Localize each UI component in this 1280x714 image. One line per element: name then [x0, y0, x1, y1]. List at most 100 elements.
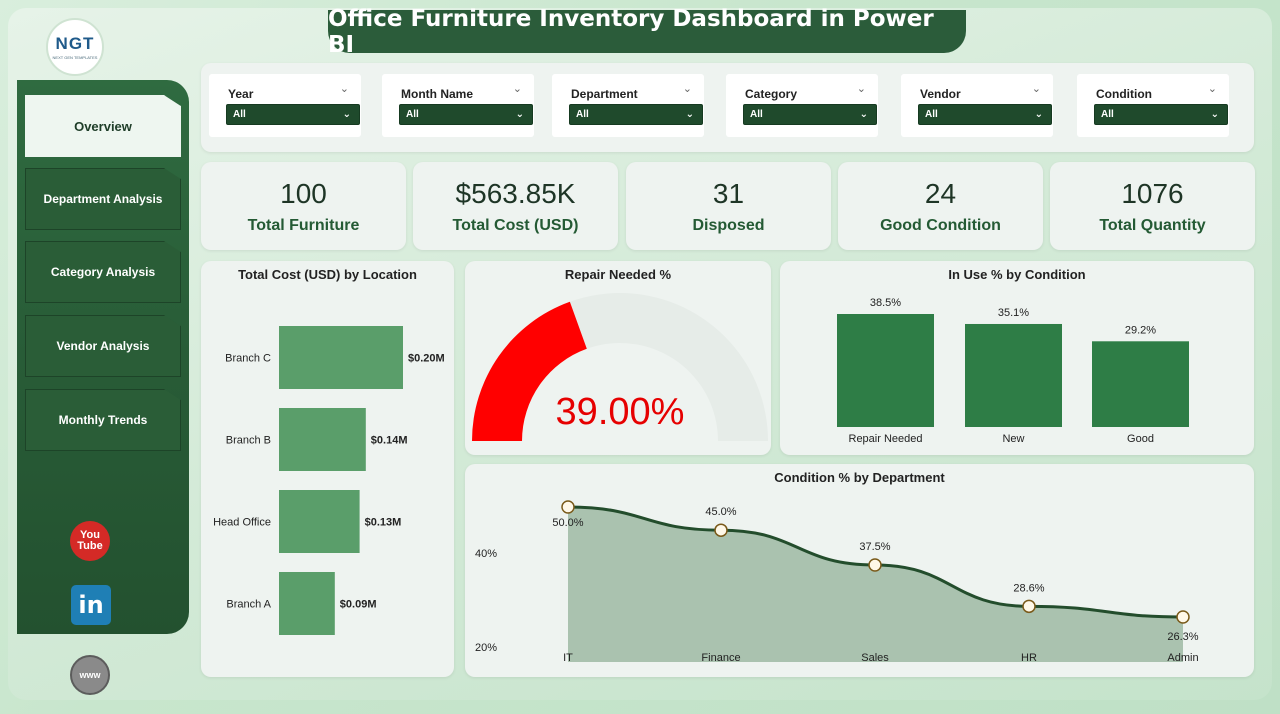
location-data-label: $0.13M — [365, 517, 402, 529]
year-slicer: Year ⌄ All ⌄ — [209, 74, 361, 137]
location-tick-label: Branch B — [226, 435, 271, 447]
location-bar — [279, 572, 335, 635]
department-dropdown[interactable]: All ⌄ — [569, 104, 703, 125]
page-title: Office Furniture Inventory Dashboard in … — [328, 5, 934, 58]
department-point — [561, 500, 575, 514]
chevron-down-icon[interactable]: ⌄ — [339, 83, 349, 95]
nav-vendor-analysis[interactable]: Vendor Analysis — [25, 315, 181, 377]
website-label: www — [79, 670, 101, 680]
condition-tick-label: Repair Needed — [849, 433, 923, 445]
month-dropdown[interactable]: All ⌄ — [399, 104, 533, 125]
slicer-label: Category — [745, 87, 798, 101]
youtube-label: You Tube — [77, 529, 103, 552]
chevron-down-icon: ⌄ — [1210, 109, 1219, 120]
kpi-disposed[interactable]: 31 Disposed — [626, 162, 831, 250]
chart-title: Total Cost (USD) by Location — [238, 267, 417, 282]
condition-dropdown[interactable]: All ⌄ — [1094, 104, 1228, 125]
kpi-value: 24 — [924, 178, 957, 209]
chevron-down-icon[interactable]: ⌄ — [856, 83, 866, 95]
nav-monthly-trends[interactable]: Monthly Trends — [25, 389, 181, 451]
in-use-condition-chart: 38.5% Repair Needed 35.1% New 29.2% Good — [837, 297, 1189, 445]
linkedin-label: in — [78, 591, 104, 619]
vendor-slicer: Vendor ⌄ All ⌄ — [901, 74, 1053, 137]
condition-dept-card: Condition % by Department 40% 20% 50.0% IT 4… — [465, 464, 1254, 677]
nav-category-analysis[interactable]: Category Analysis — [25, 241, 181, 303]
nav-overview[interactable]: Overview — [25, 95, 181, 157]
cost-by-location-card: Total Cost (USD) by Location Branch C $0.… — [201, 261, 454, 677]
location-data-label: $0.14M — [371, 435, 408, 447]
dropdown-value: All — [406, 109, 419, 120]
kpi-total-furniture[interactable]: 100 Total Furniture — [201, 162, 406, 250]
slicer-label: Department — [571, 87, 638, 101]
condition-slicer: Condition ⌄ All ⌄ — [1077, 74, 1229, 137]
chevron-down-icon[interactable]: ⌄ — [1031, 83, 1041, 95]
linkedin-icon[interactable]: in — [71, 585, 111, 625]
chevron-down-icon[interactable]: ⌄ — [682, 83, 692, 95]
filter-panel: Year ⌄ All ⌄ Month Name ⌄ All ⌄ Departme… — [201, 63, 1254, 152]
department-point — [1022, 599, 1036, 614]
department-y-tick: 20% — [475, 642, 497, 654]
condition-tick-label: New — [1002, 433, 1024, 445]
nav-department-analysis[interactable]: Department Analysis — [25, 168, 181, 230]
kpi-value: 31 — [712, 178, 745, 209]
gauge-fill — [472, 301, 587, 441]
department-tick-label: HR — [1021, 652, 1037, 664]
kpi-value: 100 — [280, 178, 327, 209]
slicer-label: Condition — [1096, 87, 1152, 101]
category-slicer: Category ⌄ All ⌄ — [726, 74, 878, 137]
cost-by-location-chart: Branch C $0.20M Branch B $0.14M Head Office $… — [213, 326, 445, 635]
kpi-good-condition[interactable]: 24 Good Condition — [838, 162, 1043, 250]
kpi-label: Total Furniture — [247, 217, 360, 234]
location-data-label: $0.09M — [340, 599, 377, 611]
condition-bar — [837, 314, 934, 427]
chart-title: In Use % by Condition — [948, 267, 1086, 282]
location-data-label: $0.20M — [408, 353, 445, 365]
department-tick-label: Sales — [861, 652, 889, 664]
department-data-label: 45.0% — [705, 506, 736, 518]
department-point — [868, 558, 882, 572]
month-slicer: Month Name ⌄ All ⌄ — [382, 74, 534, 137]
location-tick-label: Branch A — [226, 599, 271, 611]
nav-label: Monthly Trends — [58, 413, 148, 427]
kpi-value: $563.85K — [455, 178, 576, 209]
department-point — [714, 523, 728, 537]
category-dropdown[interactable]: All ⌄ — [743, 104, 877, 125]
kpi-label: Disposed — [692, 217, 765, 234]
kpi-total-quantity[interactable]: 1076 Total Quantity — [1050, 162, 1255, 250]
kpi-label: Total Cost (USD) — [452, 217, 579, 234]
kpi-label: Total Quantity — [1099, 217, 1206, 234]
condition-dept-chart: 40% 20% 50.0% IT 45.0% Finance 37.5% Sales 28.6%… — [475, 500, 1199, 664]
location-bar — [279, 408, 366, 471]
youtube-icon[interactable]: You Tube — [70, 521, 110, 561]
dropdown-value: All — [576, 109, 589, 120]
repair-gauge-chart: 39.00% — [472, 293, 768, 441]
condition-tick-label: Good — [1127, 433, 1154, 445]
kpi-label: Good Condition — [880, 217, 1001, 234]
condition-data-label: 35.1% — [998, 307, 1029, 319]
department-y-tick: 40% — [475, 548, 497, 560]
vendor-dropdown[interactable]: All ⌄ — [918, 104, 1052, 125]
department-data-label: 28.6% — [1013, 582, 1044, 594]
department-data-label: 37.5% — [859, 541, 890, 553]
department-data-label: 26.3% — [1167, 631, 1198, 643]
department-area — [568, 507, 1183, 662]
chevron-down-icon: ⌄ — [859, 109, 868, 120]
department-slicer: Department ⌄ All ⌄ — [552, 74, 704, 137]
chevron-down-icon[interactable]: ⌄ — [1207, 83, 1217, 95]
chart-title: Condition % by Department — [774, 470, 945, 485]
chart-title: Repair Needed % — [564, 267, 672, 282]
chevron-down-icon[interactable]: ⌄ — [512, 83, 522, 95]
company-logo: NGT NEXT GEN TEMPLATES — [46, 18, 104, 76]
logo-text: NGT — [55, 34, 95, 53]
logo-subtext: NEXT GEN TEMPLATES — [52, 55, 98, 60]
nav-label: Vendor Analysis — [56, 339, 150, 353]
year-dropdown[interactable]: All ⌄ — [226, 104, 360, 125]
kpi-total-cost[interactable]: $563.85K Total Cost (USD) — [413, 162, 618, 250]
chevron-down-icon: ⌄ — [1034, 109, 1043, 120]
website-icon[interactable]: www — [70, 655, 110, 695]
dropdown-value: All — [925, 109, 938, 120]
title-bar: Office Furniture Inventory Dashboard in … — [328, 6, 966, 58]
location-bar — [279, 490, 360, 553]
dropdown-value: All — [1101, 109, 1114, 120]
gauge-value: 39.00% — [556, 391, 685, 433]
